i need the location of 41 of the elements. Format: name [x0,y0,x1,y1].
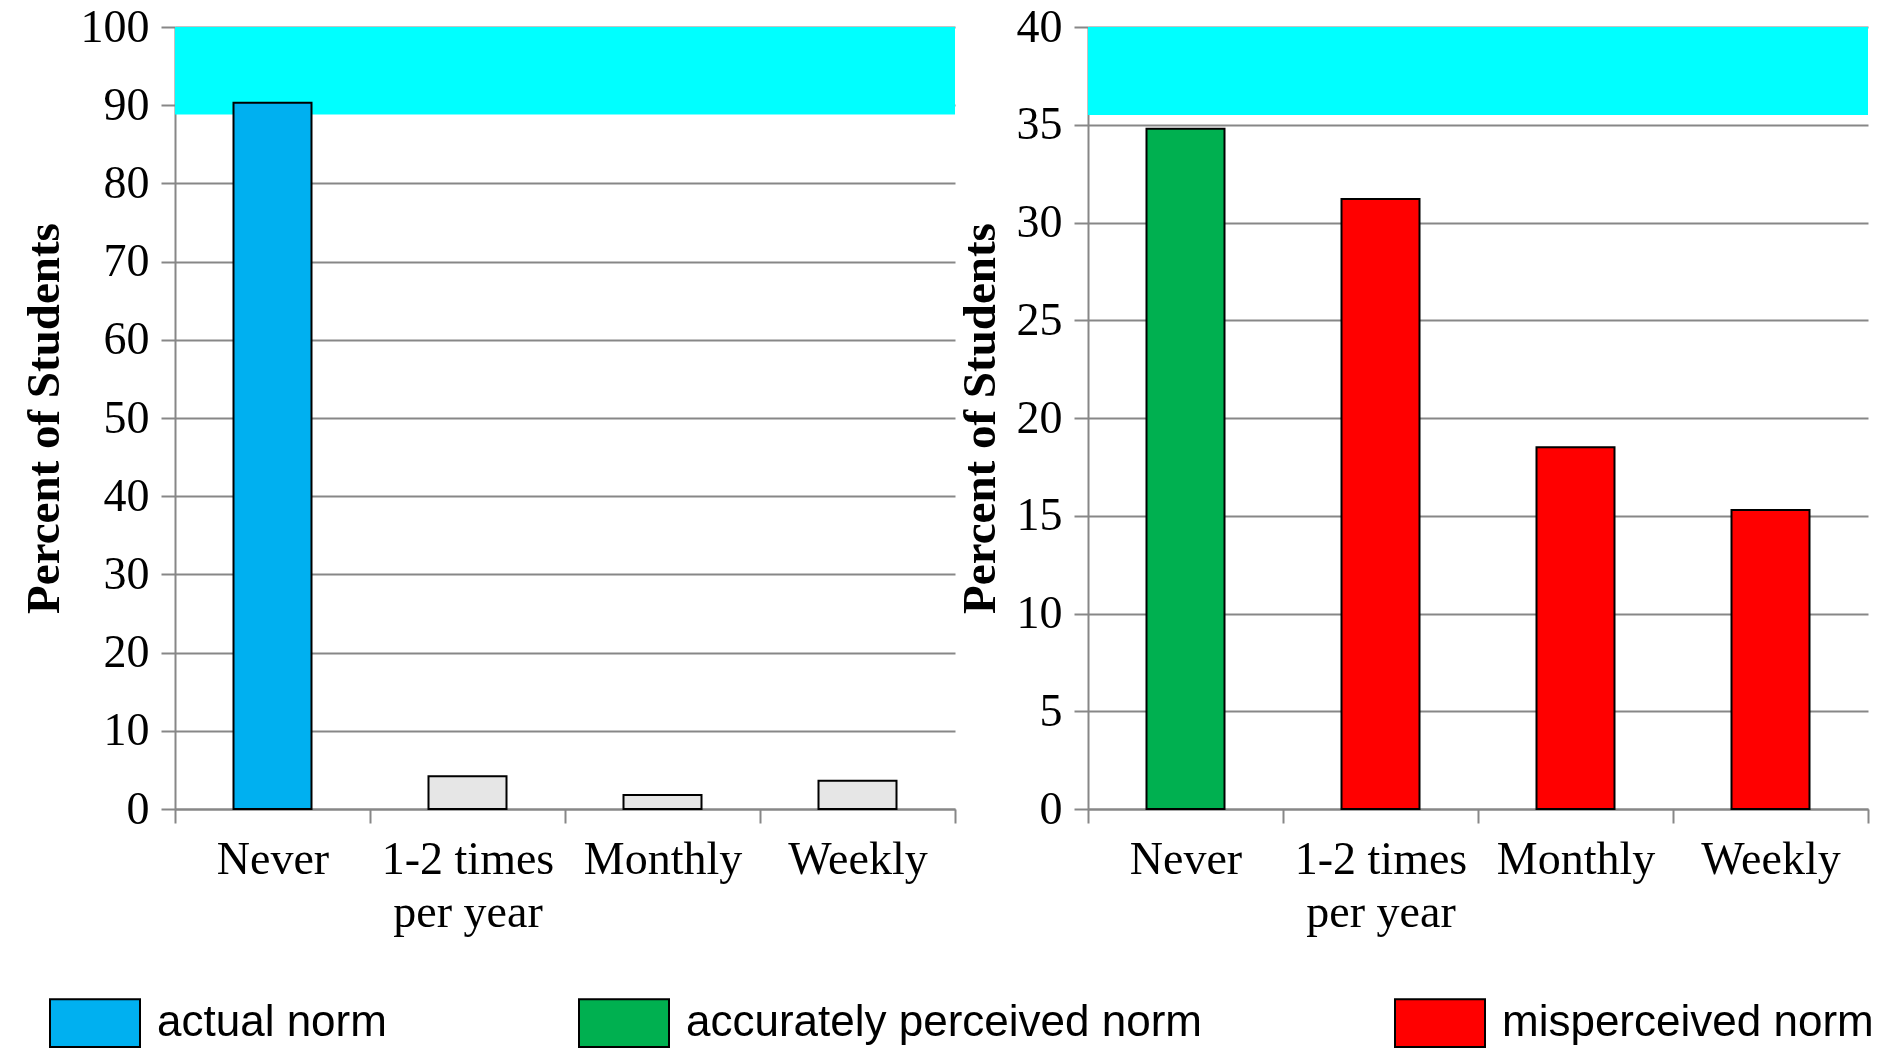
y-tick-label: 25 [1016,293,1063,345]
legend-label: misperceived norm [1502,996,1874,1046]
y-tick-label: 40 [103,469,150,521]
bar [232,101,313,810]
y-tick-label: 30 [103,547,150,599]
y-tick-label: 100 [80,0,150,52]
y-tick-label: 20 [1016,391,1063,443]
legend-label: actual norm [157,996,387,1046]
legend-label: accurately perceived norm [686,996,1203,1046]
x-tick-label: 1-2 times per year [381,832,555,937]
y-tick-label: 5 [1039,684,1063,736]
y-tick-label: 10 [103,704,150,756]
bar [622,793,703,810]
y-tick-label: 15 [1016,489,1063,541]
y-tick-label: 70 [103,235,150,287]
y-tick-label: 10 [1016,587,1063,638]
bar [1730,508,1811,810]
x-tick-label: 1-2 times per year [1294,832,1468,937]
x-tick-label: Monthly [583,832,743,884]
y-tick-label: 90 [103,78,150,130]
y-tick-label: 35 [1016,98,1063,150]
y-tick-label: 50 [103,391,150,443]
bar [1340,198,1421,810]
x-tick-label: Weekly [788,832,928,884]
y-tick-label: 40 [1016,0,1063,52]
bar [1535,446,1616,810]
y-tick-label: 60 [103,313,150,365]
y-tick-label: 0 [1039,782,1063,834]
x-tick-label: Never [216,832,330,884]
y-tick-label: 20 [103,626,150,678]
y-axis-title: Percent of Students [16,223,69,614]
bar [427,775,508,810]
x-tick-label: Weekly [1701,832,1841,884]
bar [817,779,898,810]
y-axis-title: Percent of Students [952,223,1005,614]
x-tick-label: Monthly [1496,832,1656,884]
y-tick-label: 0 [126,782,150,834]
x-tick-label: Never [1129,832,1243,884]
y-tick-label: 30 [1016,196,1063,247]
bar [1145,127,1226,810]
y-tick-label: 80 [103,156,150,208]
